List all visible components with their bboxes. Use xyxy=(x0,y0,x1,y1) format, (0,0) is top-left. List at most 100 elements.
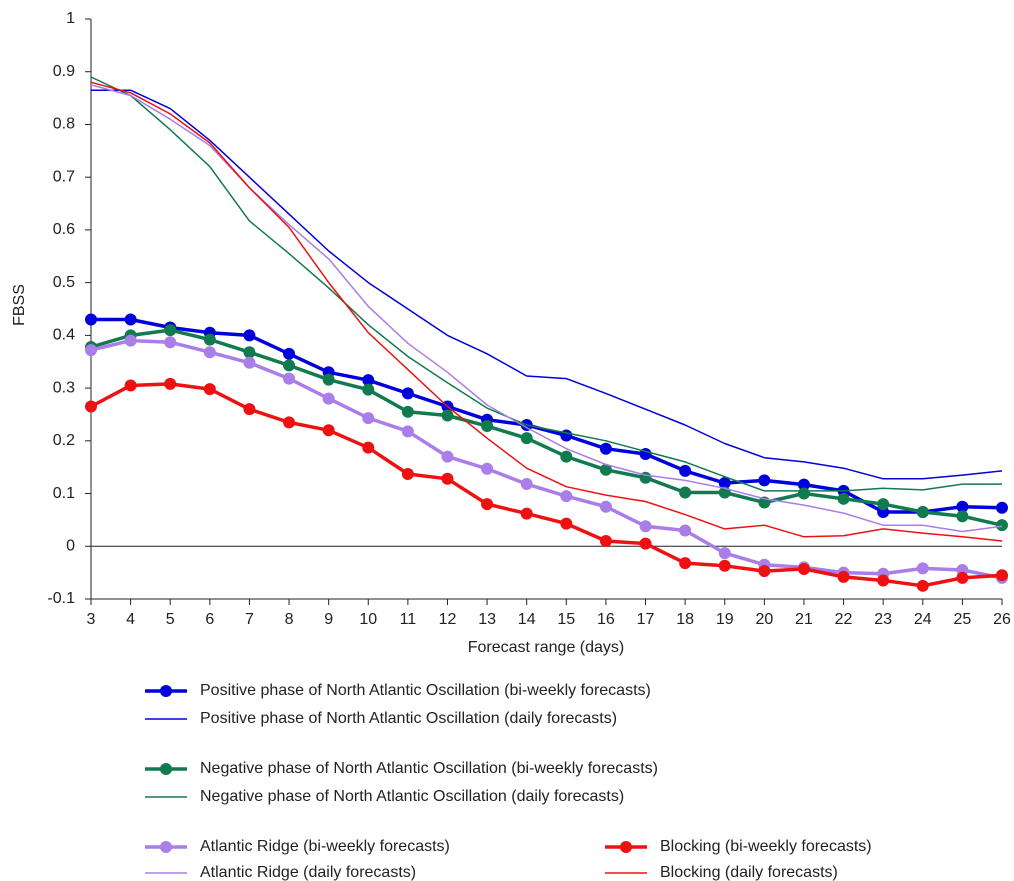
legend-label: Atlantic Ridge (daily forecasts) xyxy=(200,864,416,881)
y-tick-label: 1 xyxy=(66,10,75,27)
data-point xyxy=(520,507,533,520)
x-tick-label: 6 xyxy=(205,611,214,628)
series-line-thin xyxy=(90,84,1003,533)
data-point xyxy=(243,329,256,342)
data-point xyxy=(164,324,177,337)
data-point xyxy=(362,383,375,396)
series-line-thick xyxy=(90,328,1003,527)
x-tick-label: 22 xyxy=(835,611,853,628)
data-point xyxy=(599,442,612,455)
data-point xyxy=(758,474,771,487)
data-point xyxy=(441,472,454,485)
y-tick-label: 0.3 xyxy=(53,379,75,396)
x-tick-label: 5 xyxy=(166,611,175,628)
legend-label: Atlantic Ridge (bi-weekly forecasts) xyxy=(200,838,450,855)
x-tick-label: 18 xyxy=(676,611,694,628)
data-point xyxy=(639,537,652,550)
x-tick-label: 14 xyxy=(518,611,536,628)
data-point xyxy=(758,565,771,578)
data-point xyxy=(679,486,692,499)
legend-label: Negative phase of North Atlantic Oscilla… xyxy=(200,788,624,805)
data-point xyxy=(441,450,454,463)
data-point xyxy=(283,416,296,429)
data-point xyxy=(164,336,177,349)
data-point xyxy=(996,519,1008,532)
y-tick-label: 0.2 xyxy=(53,432,75,449)
series-line-thin xyxy=(90,76,1002,492)
series-line-thin xyxy=(91,89,1003,480)
data-point xyxy=(599,500,612,513)
x-tick-label: 16 xyxy=(597,611,615,628)
data-point xyxy=(718,559,731,572)
y-tick-label: 0.7 xyxy=(53,168,75,185)
data-point xyxy=(85,344,97,357)
data-point xyxy=(401,387,414,400)
data-point xyxy=(639,520,652,533)
legend-label: Positive phase of North Atlantic Oscilla… xyxy=(200,682,651,699)
data-point xyxy=(956,500,969,513)
y-axis-label: FBSS xyxy=(11,284,28,326)
data-point xyxy=(837,492,850,505)
data-point xyxy=(481,498,494,511)
data-point xyxy=(164,377,177,390)
data-point xyxy=(797,562,810,575)
data-point xyxy=(322,373,335,386)
x-tick-label: 10 xyxy=(359,611,377,628)
series-line-thin xyxy=(90,81,1003,542)
data-point xyxy=(85,400,97,413)
data-point xyxy=(996,569,1008,582)
data-point xyxy=(560,517,573,530)
data-point xyxy=(124,379,137,392)
x-tick-label: 24 xyxy=(914,611,932,628)
data-point xyxy=(877,574,890,587)
y-tick-label: 0 xyxy=(66,537,75,554)
data-point xyxy=(797,478,810,491)
data-point xyxy=(203,383,216,396)
legend-label: Blocking (daily forecasts) xyxy=(660,864,838,881)
data-point xyxy=(718,547,731,560)
y-tick-label: 0.4 xyxy=(53,327,75,344)
data-point xyxy=(679,464,692,477)
data-point xyxy=(124,313,137,326)
x-tick-label: 4 xyxy=(126,611,135,628)
data-point xyxy=(85,313,97,326)
y-tick-label: 0.9 xyxy=(53,63,75,80)
data-point xyxy=(520,432,533,445)
data-point xyxy=(599,535,612,547)
data-point xyxy=(877,498,890,511)
x-tick-label: 12 xyxy=(439,611,457,628)
data-point xyxy=(520,478,533,491)
data-point xyxy=(401,425,414,438)
data-point xyxy=(362,412,375,425)
x-tick-label: 15 xyxy=(557,611,575,628)
data-point xyxy=(916,579,929,592)
x-tick-label: 23 xyxy=(874,611,892,628)
data-point xyxy=(679,557,692,570)
data-point xyxy=(243,346,256,359)
data-point xyxy=(441,409,454,422)
x-tick-label: 17 xyxy=(637,611,655,628)
data-point xyxy=(718,477,731,489)
data-point xyxy=(203,333,216,346)
y-tick-label: 0.8 xyxy=(53,116,75,133)
x-tick-label: 25 xyxy=(953,611,971,628)
x-tick-label: 21 xyxy=(795,611,813,628)
legend-marker xyxy=(160,685,172,697)
data-point xyxy=(599,463,612,476)
data-point xyxy=(124,334,137,347)
data-point xyxy=(322,424,335,437)
x-tick-label: 11 xyxy=(400,611,417,628)
series-line-thick xyxy=(90,382,1003,588)
x-tick-label: 3 xyxy=(87,611,96,628)
data-point xyxy=(560,450,573,463)
series-line-thick xyxy=(90,338,1003,580)
x-tick-label: 9 xyxy=(324,611,333,628)
data-point xyxy=(481,420,494,433)
data-point xyxy=(916,506,929,518)
data-point xyxy=(916,562,929,575)
data-point xyxy=(243,403,256,416)
y-tick-label: 0.1 xyxy=(53,485,75,502)
legend-label: Positive phase of North Atlantic Oscilla… xyxy=(200,710,617,727)
data-point xyxy=(283,359,296,372)
